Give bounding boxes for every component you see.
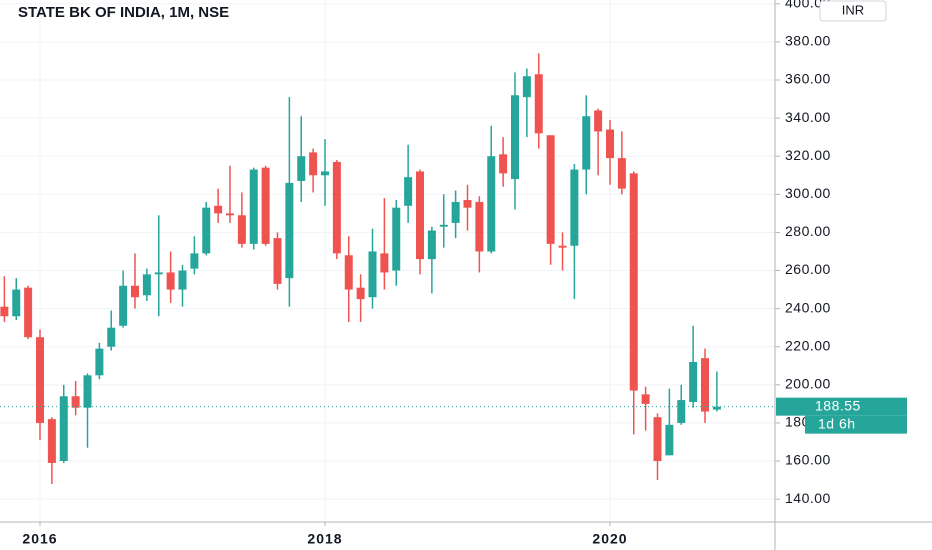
candle-body bbox=[475, 201, 484, 252]
x-tick-label: 2016 bbox=[22, 531, 57, 547]
candle-body bbox=[226, 213, 234, 216]
candle-body bbox=[487, 156, 496, 252]
candle-body bbox=[665, 424, 674, 456]
candle-body bbox=[24, 287, 33, 338]
candle-body bbox=[368, 251, 377, 298]
candle-body bbox=[332, 161, 341, 254]
y-tick-label: 260.00 bbox=[785, 261, 831, 277]
candle-body bbox=[59, 396, 68, 462]
candle-body bbox=[546, 135, 555, 244]
candles bbox=[0, 53, 721, 484]
candle-body bbox=[582, 116, 591, 170]
y-tick-label: 200.00 bbox=[785, 376, 831, 392]
countdown-label: 1d 6h bbox=[818, 415, 856, 431]
candle-body bbox=[261, 167, 270, 244]
candle-body bbox=[558, 245, 567, 248]
x-tick-label: 2018 bbox=[307, 531, 342, 547]
y-tick-label: 220.00 bbox=[785, 337, 831, 353]
y-tick-label: 140.00 bbox=[785, 490, 831, 506]
candle-body bbox=[12, 289, 21, 317]
candle-body bbox=[392, 207, 401, 271]
candle-body bbox=[47, 419, 56, 463]
candle-body bbox=[617, 158, 626, 189]
candle-body bbox=[119, 285, 128, 326]
candle-body bbox=[522, 76, 531, 98]
candle-body bbox=[285, 182, 294, 279]
y-tick-label: 300.00 bbox=[785, 185, 831, 201]
candle-body bbox=[570, 169, 579, 246]
candle-body bbox=[499, 154, 508, 174]
currency-button[interactable] bbox=[819, 0, 887, 22]
last-price-label: 188.55 bbox=[815, 397, 861, 413]
candle-body bbox=[202, 207, 211, 254]
candle-body bbox=[653, 417, 662, 462]
candle-body bbox=[416, 171, 424, 260]
candle-body bbox=[677, 400, 686, 423]
y-tick-label: 280.00 bbox=[785, 223, 831, 239]
x-tick-label: 2020 bbox=[592, 531, 627, 547]
currency-label[interactable]: INR bbox=[842, 2, 864, 17]
candle-body bbox=[404, 177, 413, 206]
last-price-box bbox=[776, 397, 907, 416]
y-tick-label: 320.00 bbox=[785, 147, 831, 163]
grid bbox=[0, 0, 775, 522]
candle-body bbox=[427, 230, 436, 260]
candle-body bbox=[214, 205, 223, 214]
y-tick-label: 160.00 bbox=[785, 452, 831, 468]
countdown-box bbox=[805, 415, 907, 434]
candle-body bbox=[321, 171, 329, 176]
candle-body bbox=[380, 253, 389, 273]
candle-body bbox=[237, 215, 246, 244]
candle-body bbox=[0, 306, 9, 317]
candle-body bbox=[131, 285, 139, 298]
candle-body bbox=[36, 337, 44, 423]
candle-body bbox=[594, 110, 603, 132]
candle-body bbox=[249, 169, 258, 244]
candle-body bbox=[178, 270, 187, 290]
candle-body bbox=[71, 396, 80, 408]
candle-body bbox=[463, 200, 472, 208]
candle-body bbox=[190, 253, 199, 269]
candle-body bbox=[356, 287, 365, 300]
candle-body bbox=[309, 152, 318, 176]
y-tick-label: 340.00 bbox=[785, 109, 831, 125]
y-tick-label: 360.00 bbox=[785, 71, 831, 87]
candle-body bbox=[689, 361, 698, 402]
candle-body bbox=[95, 348, 104, 376]
candle-body bbox=[166, 272, 175, 290]
candle-body bbox=[107, 327, 116, 347]
candle-body bbox=[606, 129, 614, 159]
candle-body bbox=[297, 156, 306, 181]
candle-body bbox=[511, 95, 519, 180]
candle-body bbox=[641, 394, 650, 404]
candle-body bbox=[712, 406, 721, 410]
chart-title: STATE BK OF INDIA, 1M, NSE bbox=[18, 4, 229, 21]
candle-body bbox=[154, 272, 163, 275]
candle-body bbox=[273, 238, 282, 284]
candle-body bbox=[344, 255, 353, 290]
candle-body bbox=[534, 74, 543, 134]
candle-body bbox=[629, 173, 638, 391]
candle-body bbox=[142, 274, 151, 296]
candle-body bbox=[83, 375, 92, 408]
candle-body bbox=[439, 224, 448, 227]
candle-body bbox=[701, 358, 709, 412]
candle-body bbox=[451, 201, 460, 223]
y-tick-label: 380.00 bbox=[785, 33, 831, 49]
y-tick-label: 240.00 bbox=[785, 299, 831, 315]
y-tick-label: 400.00 bbox=[785, 0, 831, 11]
